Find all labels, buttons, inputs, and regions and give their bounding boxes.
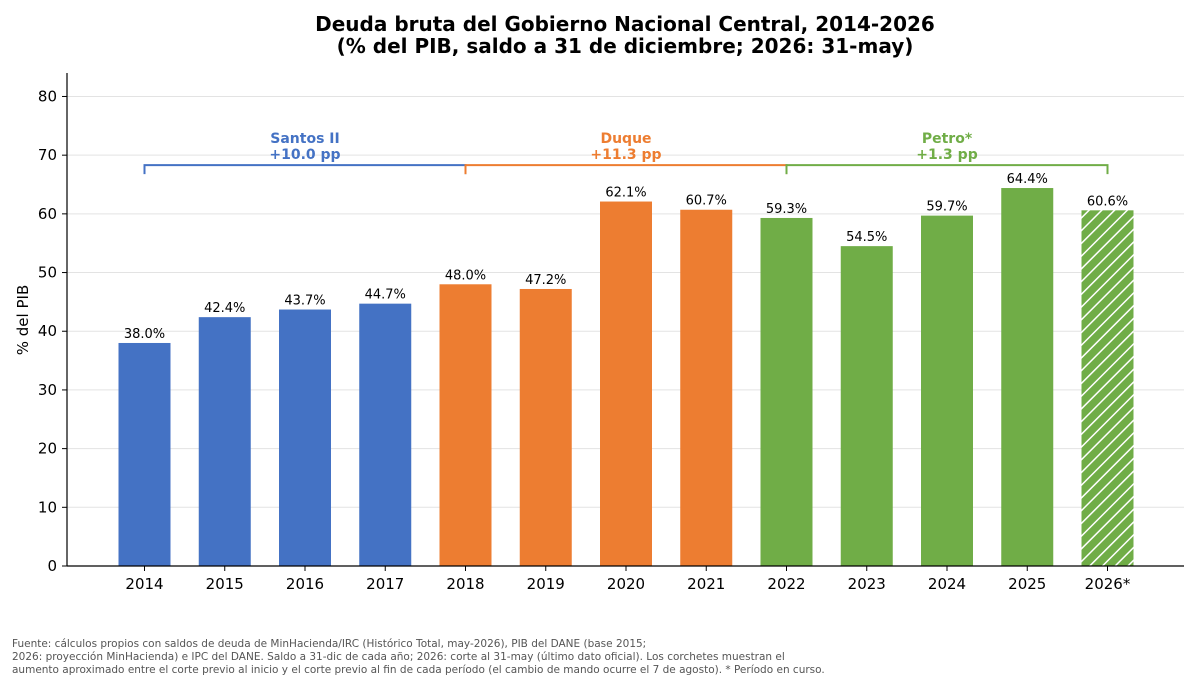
bar-2017 <box>359 303 412 566</box>
y-tick-label: 30 <box>38 381 57 399</box>
data-label: 59.7% <box>926 200 967 215</box>
x-tick-label: 2022 <box>767 575 805 593</box>
bar-2026* <box>1081 210 1134 567</box>
period-brackets: Santos II+10.0 pp Duque+11.3 pp Petro*+1.3… <box>143 131 1109 175</box>
x-tick-label: 2020 <box>607 575 645 593</box>
bracket-duque <box>464 164 788 175</box>
x-tick-label: 2026* <box>1085 575 1131 593</box>
data-label: 59.3% <box>766 202 807 217</box>
bar-2021 <box>680 209 733 566</box>
y-tick-label: 70 <box>38 146 57 164</box>
bar-2022 <box>760 217 813 567</box>
chart-subtitle: (% del PIB, saldo a 31 de diciembre; 202… <box>337 34 914 58</box>
data-label: 62.1% <box>605 186 646 201</box>
x-tick-label: 2024 <box>928 575 966 593</box>
bar-2019 <box>519 288 572 566</box>
bracket-santosii <box>143 164 467 175</box>
bar-2020 <box>600 201 652 566</box>
x-tick-label: 2023 <box>848 575 886 593</box>
x-tick-label: 2019 <box>527 575 565 593</box>
data-label: 42.4% <box>204 301 245 316</box>
x-tick-label: 2025 <box>1008 575 1046 593</box>
source-footnote: Fuente: cálculos propios con saldos de d… <box>12 638 1182 677</box>
x-tick-label: 2014 <box>125 575 163 593</box>
data-label: 47.2% <box>525 273 566 288</box>
y-tick-label: 20 <box>38 440 57 458</box>
y-tick-label: 0 <box>47 557 57 575</box>
data-label: 44.7% <box>365 288 406 303</box>
data-label: 60.6% <box>1087 194 1128 209</box>
y-tick-label: 10 <box>38 498 57 516</box>
footnote-line: aumento aproximado entre el corte previo… <box>12 664 825 676</box>
chart-title: Deuda bruta del Gobierno Nacional Centra… <box>315 12 935 36</box>
y-axis-label: % del PIB <box>14 285 32 355</box>
bar-2016 <box>279 309 331 566</box>
x-tick-label: 2021 <box>687 575 725 593</box>
y-tick-label: 40 <box>38 322 57 340</box>
period-change: +10.0 pp <box>269 147 340 163</box>
debt-chart: Deuda bruta del Gobierno Nacional Centra… <box>14 12 1184 593</box>
data-label: 38.0% <box>124 327 165 342</box>
bar-2018 <box>439 284 492 566</box>
y-tick-label: 60 <box>38 205 57 223</box>
period-name: Santos II <box>270 131 339 147</box>
x-tick-label: 2017 <box>366 575 404 593</box>
bar-2014 <box>118 342 171 566</box>
y-tick-label: 50 <box>38 264 57 282</box>
x-tick-label: 2018 <box>446 575 484 593</box>
period-name: Petro* <box>922 131 973 147</box>
bar-2023 <box>840 246 893 566</box>
bracket-petro <box>785 164 1109 175</box>
period-name: Duque <box>600 131 651 147</box>
data-label: 60.7% <box>686 194 727 209</box>
bar-2015 <box>198 317 251 566</box>
x-tick-label: 2015 <box>206 575 244 593</box>
data-label: 43.7% <box>284 294 325 309</box>
bar-2024 <box>921 215 973 566</box>
data-label: 48.0% <box>445 268 486 283</box>
data-label: 54.5% <box>846 230 887 245</box>
axes: 0 10 20 30 40 50 60 70 80 2014 2015 2016 2017 2018 201… <box>38 73 1184 593</box>
period-change: +11.3 pp <box>590 147 661 163</box>
bar-2025 <box>1001 188 1054 567</box>
y-tick-label: 80 <box>38 87 57 105</box>
footnote-line: 2026: proyección MinHacienda) e IPC del … <box>12 651 785 663</box>
data-label: 64.4% <box>1007 172 1048 187</box>
bars: 38.0% 42.4% 43.7% 44.7% 48.0% 47.2% 62.1% 60.7%… <box>118 172 1134 567</box>
period-change: +1.3 pp <box>916 147 977 163</box>
footnote-line: Fuente: cálculos propios con saldos de d… <box>12 638 647 650</box>
x-tick-label: 2016 <box>286 575 324 593</box>
